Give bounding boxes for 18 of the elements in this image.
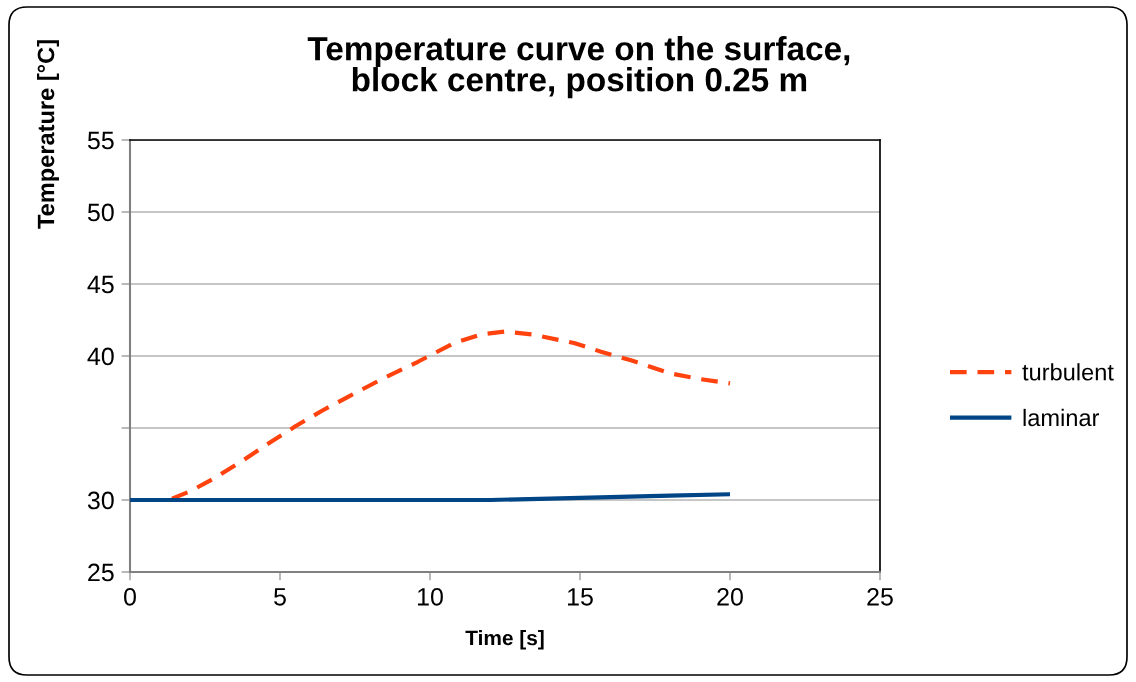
line-series <box>169 329 733 501</box>
x-tick-label: 10 <box>418 587 443 606</box>
x-tick-label: 20 <box>717 587 743 606</box>
x-tick-label: 15 <box>568 588 593 606</box>
x-tick-label: 0 <box>124 587 136 606</box>
y-tick-label: 30 <box>87 491 114 510</box>
legend-label: turbulent <box>1022 363 1114 381</box>
x-tick-label: 5 <box>274 588 286 606</box>
chart-title: Temperature curve on the surface, block centre, position 0.25 m <box>307 36 850 99</box>
legend-label: laminar <box>1023 408 1100 427</box>
y-tick-label: 40 <box>87 347 114 366</box>
y-tick-label: 55 <box>87 131 114 150</box>
x-tick-label: 25 <box>867 587 893 606</box>
y-tick-label: 25 <box>88 563 114 582</box>
x-axis-title: Time [s] <box>465 630 544 650</box>
y-tick-label: 45 <box>87 275 114 294</box>
y-axis-title: Temperature [°C] <box>37 40 60 229</box>
y-tick-label: 50 <box>87 203 114 222</box>
